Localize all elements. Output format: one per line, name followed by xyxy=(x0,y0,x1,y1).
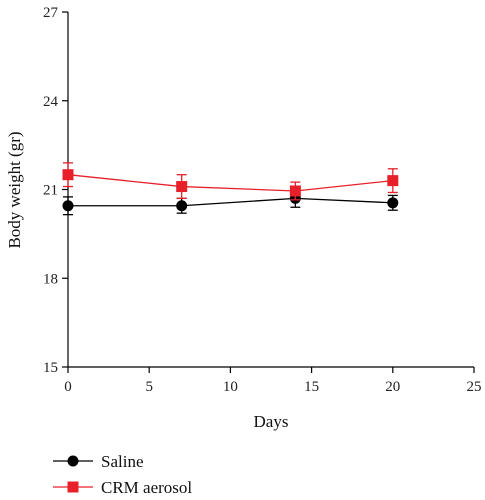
series-saline xyxy=(62,188,399,216)
x-tick-label: 15 xyxy=(304,379,319,395)
data-point xyxy=(387,197,399,209)
legend-item: CRM aerosol xyxy=(53,478,192,497)
legend-marker xyxy=(67,455,79,467)
series-line xyxy=(67,174,393,192)
y-axis-title: Body weight (gr) xyxy=(5,131,24,248)
series-crm-aerosol xyxy=(62,162,399,201)
legend-item: Saline xyxy=(53,452,144,471)
data-point xyxy=(289,185,301,197)
x-tick-label: 25 xyxy=(467,379,482,395)
y-tick-label: 21 xyxy=(43,183,58,199)
data-point xyxy=(62,169,74,181)
y-tick-label: 27 xyxy=(43,5,59,21)
data-point xyxy=(62,200,74,212)
x-ticks: 0 5 10 15 20 25 xyxy=(64,367,482,395)
legend: Saline CRM aerosol xyxy=(53,452,192,497)
y-ticks: 15 18 21 24 27 xyxy=(43,5,68,376)
x-tick-label: 10 xyxy=(223,379,238,395)
x-tick-label: 0 xyxy=(64,379,72,395)
x-axis-title: Days xyxy=(254,412,289,431)
y-tick-label: 18 xyxy=(43,271,58,287)
legend-label: Saline xyxy=(101,452,144,471)
y-tick-label: 15 xyxy=(43,360,58,376)
series-layer xyxy=(62,162,399,216)
data-point xyxy=(176,181,188,193)
x-tick-label: 20 xyxy=(385,379,400,395)
y-tick-label: 24 xyxy=(43,94,59,110)
series-line xyxy=(68,197,393,207)
x-tick-label: 5 xyxy=(145,379,153,395)
legend-label: CRM aerosol xyxy=(101,478,192,497)
data-point xyxy=(387,175,399,187)
legend-marker xyxy=(67,481,79,493)
data-point xyxy=(176,200,188,212)
plot-area: 15 18 21 24 27 0 5 10 15 20 25 xyxy=(43,5,482,395)
